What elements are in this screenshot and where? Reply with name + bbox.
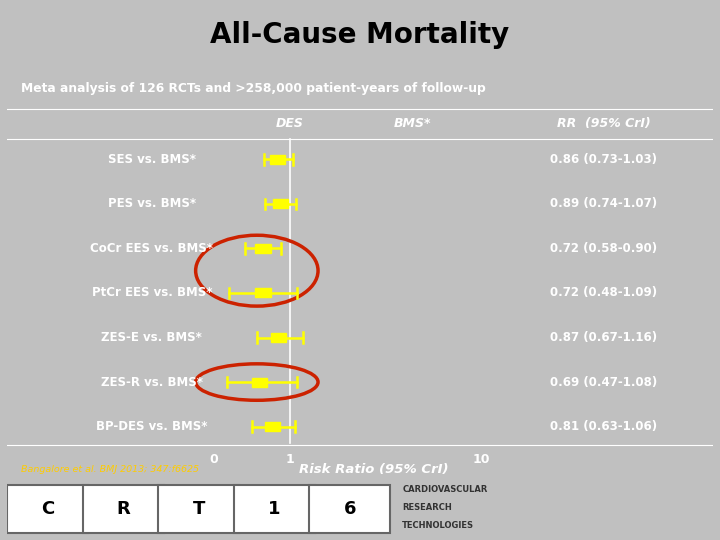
Text: Bangalore et al. BMJ 2013; 347:f6625: Bangalore et al. BMJ 2013; 347:f6625: [22, 464, 199, 474]
Text: ZES-E vs. BMS*: ZES-E vs. BMS*: [102, 331, 202, 344]
Text: CARDIOVASCULAR: CARDIOVASCULAR: [402, 485, 487, 494]
FancyBboxPatch shape: [251, 377, 267, 387]
Text: ZES-R vs. BMS*: ZES-R vs. BMS*: [101, 375, 203, 389]
Text: 0.69 (0.47-1.08): 0.69 (0.47-1.08): [550, 375, 657, 389]
Text: PES vs. BMS*: PES vs. BMS*: [108, 197, 196, 211]
Text: SES vs. BMS*: SES vs. BMS*: [108, 153, 196, 166]
Text: RESEARCH: RESEARCH: [402, 503, 452, 512]
FancyBboxPatch shape: [309, 485, 390, 533]
Text: 1: 1: [286, 453, 294, 467]
FancyBboxPatch shape: [271, 333, 287, 342]
Text: 0.86 (0.73-1.03): 0.86 (0.73-1.03): [550, 153, 657, 166]
Text: All-Cause Mortality: All-Cause Mortality: [210, 21, 510, 49]
Text: TECHNOLOGIES: TECHNOLOGIES: [402, 521, 474, 530]
Text: T: T: [192, 500, 205, 518]
Text: 0.72 (0.58-0.90): 0.72 (0.58-0.90): [550, 242, 657, 255]
Text: 0.81 (0.63-1.06): 0.81 (0.63-1.06): [550, 420, 657, 433]
Text: BP-DES vs. BMS*: BP-DES vs. BMS*: [96, 420, 207, 433]
Text: Risk Ratio (95% CrI): Risk Ratio (95% CrI): [300, 463, 449, 476]
Text: RR  (95% CrI): RR (95% CrI): [557, 117, 650, 130]
Text: R: R: [117, 500, 130, 518]
Text: C: C: [41, 500, 55, 518]
Text: 1: 1: [268, 500, 281, 518]
Text: 6: 6: [343, 500, 356, 518]
Text: BMS*: BMS*: [394, 117, 432, 130]
Text: Meta analysis of 126 RCTs and >258,000 patient-years of follow-up: Meta analysis of 126 RCTs and >258,000 p…: [22, 82, 486, 95]
FancyBboxPatch shape: [255, 244, 271, 253]
FancyBboxPatch shape: [7, 485, 89, 533]
Text: 0: 0: [210, 453, 218, 467]
FancyBboxPatch shape: [234, 485, 315, 533]
Text: PtCr EES vs. BMS*: PtCr EES vs. BMS*: [91, 286, 212, 300]
Text: DES: DES: [276, 117, 303, 130]
Text: CoCr EES vs. BMS*: CoCr EES vs. BMS*: [90, 242, 213, 255]
Text: 0.87 (0.67-1.16): 0.87 (0.67-1.16): [550, 331, 657, 344]
FancyBboxPatch shape: [255, 288, 271, 298]
FancyBboxPatch shape: [265, 422, 280, 431]
FancyBboxPatch shape: [158, 485, 239, 533]
FancyBboxPatch shape: [270, 155, 285, 164]
Text: 10: 10: [473, 453, 490, 467]
Text: 0.89 (0.74-1.07): 0.89 (0.74-1.07): [550, 197, 657, 211]
Text: 0.72 (0.48-1.09): 0.72 (0.48-1.09): [550, 286, 657, 300]
FancyBboxPatch shape: [273, 199, 288, 208]
FancyBboxPatch shape: [83, 485, 164, 533]
